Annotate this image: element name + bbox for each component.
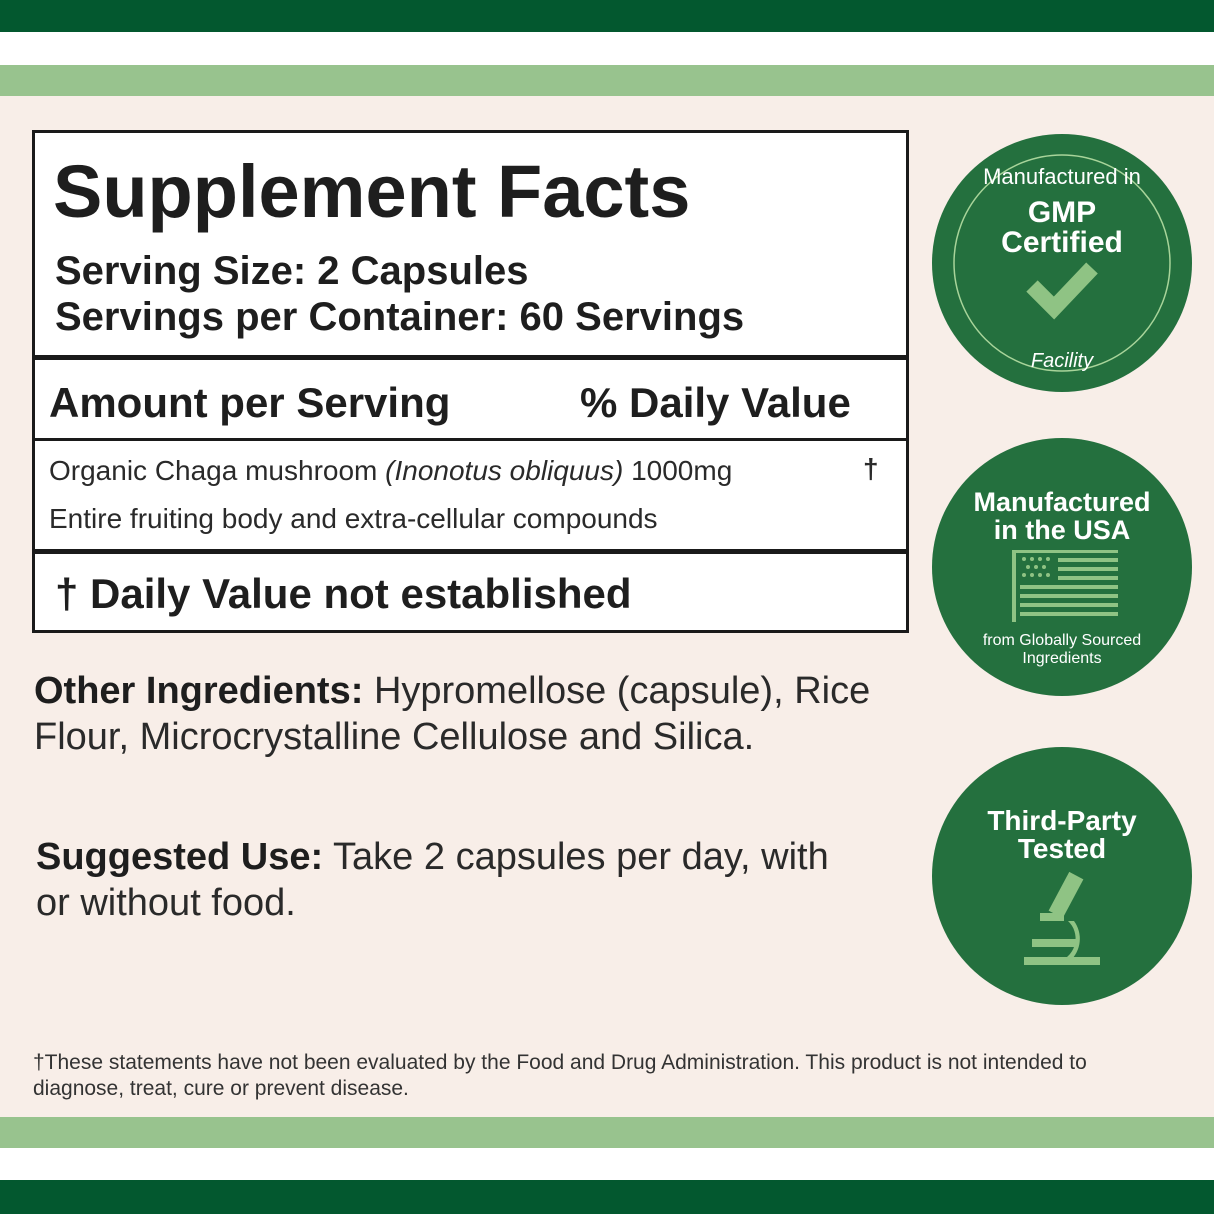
suggested-use: Suggested Use: Take 2 capsules per day, … — [36, 834, 856, 926]
ingredient-amount: 1000mg — [631, 455, 733, 486]
divider — [35, 549, 906, 554]
badge-gmp: GMP — [1027, 196, 1097, 229]
gmp-badge: Manufactured in GMP Certified Facility — [932, 134, 1192, 392]
usa-badge: Manufactured in the USA from Globally So… — [932, 438, 1192, 696]
serving-size: Serving Size: 2 Capsules — [55, 249, 529, 293]
badge-bottom-text: Facility — [1030, 350, 1094, 372]
suggested-use-label: Suggested Use: — [36, 836, 324, 878]
bottom-white-stripe — [0, 1148, 1214, 1180]
ingredient-dv: † — [863, 453, 879, 484]
facts-title: Supplement Facts — [53, 150, 691, 233]
daily-value-header: % Daily Value — [580, 379, 851, 426]
suggested-use-text: Take 2 capsules per day, with or without… — [36, 836, 829, 924]
badge-ring-icon — [953, 154, 1171, 372]
supplement-facts-panel: Supplement Facts Serving Size: 2 Capsule… — [32, 130, 909, 633]
badge-manufactured: Manufactured — [973, 487, 1151, 517]
ingredient-latin: (Inonotus obliquus) — [385, 455, 624, 486]
badge-sub-2: Ingredients — [1022, 650, 1102, 667]
ingredient-note: Entire fruiting body and extra-cellular … — [49, 503, 658, 534]
badge-sub-1: from Globally Sourced — [982, 632, 1142, 649]
other-ingredients-text: Hypromellose (capsule), Rice Flour, Micr… — [34, 670, 871, 758]
badge-third-party: Third-Party — [987, 805, 1137, 836]
badge-certified: Certified — [1001, 226, 1123, 259]
bottom-dark-stripe — [0, 1180, 1214, 1214]
top-dark-stripe — [0, 0, 1214, 32]
badge-usa: in the USA — [993, 515, 1131, 545]
ingredient-line: Organic Chaga mushroom (Inonotus obliquu… — [49, 455, 732, 487]
dv-footnote: † Daily Value not established — [55, 570, 632, 617]
check-icon — [1026, 262, 1098, 320]
third-party-badge: Third-Party Tested — [932, 747, 1192, 1005]
divider — [35, 438, 906, 441]
other-ingredients-label: Other Ingredients: — [34, 670, 364, 712]
amount-header: Amount per Serving — [49, 379, 451, 426]
servings-per-container: Servings per Container: 60 Servings — [55, 295, 745, 339]
badge-top-text: Manufactured in — [983, 164, 1141, 189]
us-flag-icon — [1012, 550, 1118, 622]
other-ingredients: Other Ingredients: Hypromellose (capsule… — [34, 668, 894, 760]
badge-tested: Tested — [1017, 833, 1107, 864]
ingredient-name: Organic Chaga mushroom — [49, 455, 378, 486]
microscope-icon — [1024, 871, 1100, 965]
fda-disclaimer: †These statements have not been evaluate… — [33, 1051, 1087, 1100]
top-light-stripe — [0, 65, 1214, 96]
top-white-stripe — [0, 32, 1214, 65]
divider — [35, 355, 906, 360]
bottom-light-stripe — [0, 1117, 1214, 1148]
